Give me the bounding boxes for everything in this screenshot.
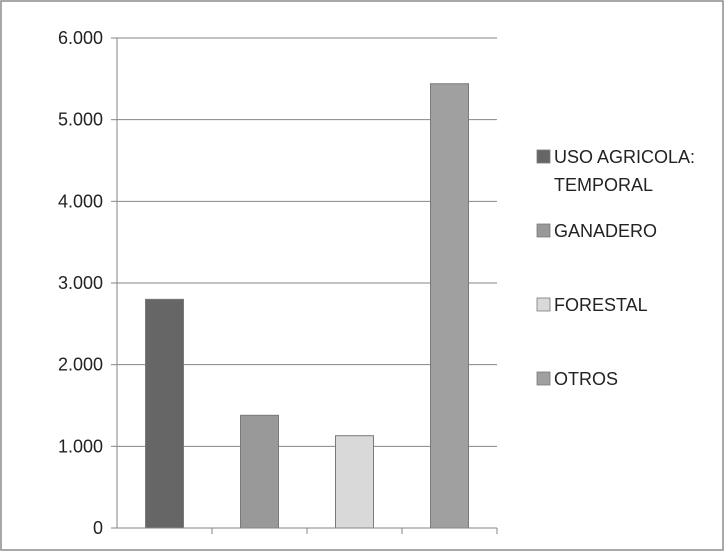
bar-ganadero <box>240 414 279 529</box>
y-axis: 0 1.000 2.000 3.000 4.000 5.000 6.000 <box>58 28 118 538</box>
legend-label: GANADERO <box>554 221 657 241</box>
legend-label: USO AGRICOLA: <box>554 147 695 167</box>
legend-item: OTROS <box>536 369 618 389</box>
bar-forestal <box>335 435 374 529</box>
legend-item: USO AGRICOLA: TEMPORAL <box>536 147 695 195</box>
y-tick-label: 4.000 <box>58 191 103 211</box>
legend-label: TEMPORAL <box>554 175 653 195</box>
y-tick-label: 3.000 <box>58 273 103 293</box>
legend-swatch <box>536 149 551 164</box>
legend-swatch <box>536 371 551 386</box>
legend-item: FORESTAL <box>536 295 648 315</box>
y-tick-label: 6.000 <box>58 28 103 48</box>
y-tick-label: 1.000 <box>58 436 103 456</box>
bars <box>145 83 498 534</box>
legend-swatch <box>536 297 551 312</box>
y-tick-label: 2.000 <box>58 355 103 375</box>
legend-item: GANADERO <box>536 221 657 241</box>
bar-uso-agricola-temporal <box>145 298 184 529</box>
legend: USO AGRICOLA: TEMPORAL GANADERO FORESTAL OTR… <box>536 147 695 389</box>
y-tick-label: 0 <box>93 518 103 538</box>
legend-label: FORESTAL <box>554 295 648 315</box>
y-tick-label: 5.000 <box>58 110 103 130</box>
legend-swatch <box>536 223 551 238</box>
legend-label: OTROS <box>554 369 618 389</box>
bar-otros <box>430 83 469 529</box>
